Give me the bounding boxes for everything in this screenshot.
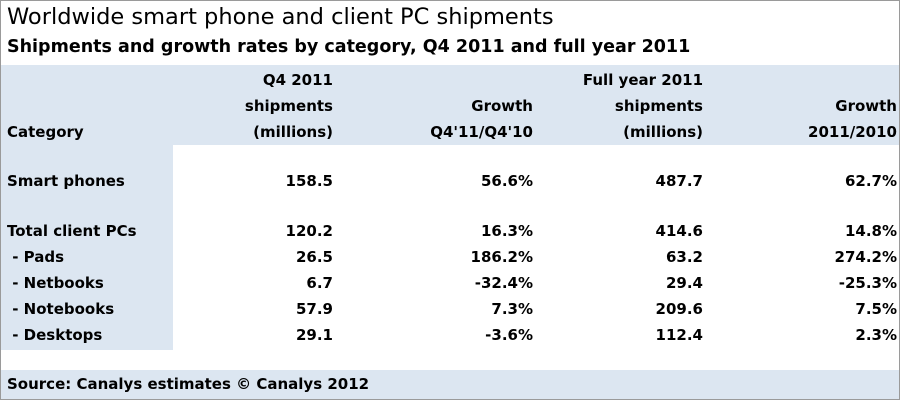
header-category: Category bbox=[7, 123, 84, 141]
row-label: - Netbooks bbox=[7, 274, 104, 292]
table-cell: -32.4% bbox=[474, 274, 533, 292]
table-cell: 63.2 bbox=[665, 248, 703, 266]
header-q4-shipments-line: shipments bbox=[244, 97, 333, 115]
category-band bbox=[1, 65, 173, 350]
table-cell: 487.7 bbox=[655, 172, 703, 190]
header-fy-growth-line: 2011/2010 bbox=[808, 123, 897, 141]
row-label: Smart phones bbox=[7, 172, 125, 190]
source-band bbox=[1, 370, 899, 399]
table-cell: 56.6% bbox=[480, 172, 533, 190]
table-cell: 57.9 bbox=[295, 300, 333, 318]
source-note: Source: Canalys estimates © Canalys 2012 bbox=[7, 375, 370, 393]
table-cell: -3.6% bbox=[485, 326, 533, 344]
table-cell: 14.8% bbox=[844, 222, 897, 240]
table-cell: 7.3% bbox=[491, 300, 533, 318]
chart-title: Worldwide smart phone and client PC ship… bbox=[7, 4, 554, 30]
table-cell: 7.5% bbox=[855, 300, 897, 318]
table-cell: 2.3% bbox=[855, 326, 897, 344]
header-q4-shipments-line: Q4 2011 bbox=[262, 71, 333, 89]
row-label: Total client PCs bbox=[7, 222, 137, 240]
table-cell: 62.7% bbox=[844, 172, 897, 190]
row-label: - Pads bbox=[7, 248, 65, 266]
chart-subtitle: Shipments and growth rates by category, … bbox=[7, 37, 691, 57]
table-cell: 112.4 bbox=[655, 326, 703, 344]
header-q4-shipments-line: (millions) bbox=[253, 123, 333, 141]
header-q4-growth-line: Q4'11/Q4'10 bbox=[430, 123, 533, 141]
header-fy-shipments-line: (millions) bbox=[623, 123, 703, 141]
table-cell: 6.7 bbox=[306, 274, 333, 292]
table-cell: 414.6 bbox=[655, 222, 703, 240]
table-cell: 209.6 bbox=[655, 300, 703, 318]
table-cell: 274.2% bbox=[834, 248, 897, 266]
header-q4-growth-line: Growth bbox=[471, 97, 533, 115]
table-cell: 26.5 bbox=[295, 248, 333, 266]
row-label: - Desktops bbox=[7, 326, 103, 344]
table-cell: 120.2 bbox=[285, 222, 333, 240]
table-cell: 29.4 bbox=[665, 274, 703, 292]
table-cell: 16.3% bbox=[480, 222, 533, 240]
header-fy-growth-line: Growth bbox=[835, 97, 897, 115]
header-fy-shipments-line: shipments bbox=[614, 97, 703, 115]
table-cell: 186.2% bbox=[470, 248, 533, 266]
header-fy-shipments-line: Full year 2011 bbox=[582, 71, 703, 89]
row-label: - Notebooks bbox=[7, 300, 115, 318]
table-cell: -25.3% bbox=[838, 274, 897, 292]
table-cell: 158.5 bbox=[285, 172, 333, 190]
table-cell: 29.1 bbox=[295, 326, 333, 344]
